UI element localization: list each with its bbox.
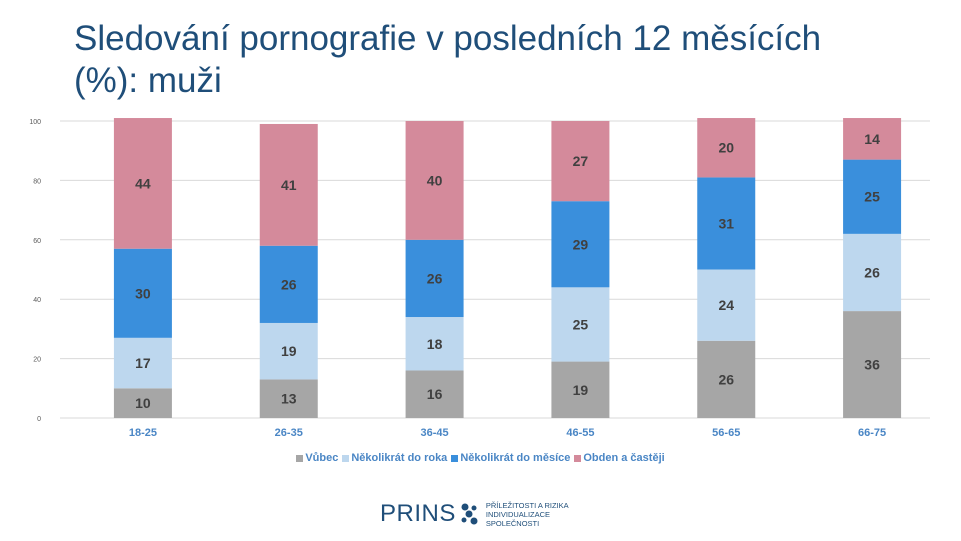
bar-segment bbox=[551, 201, 610, 288]
y-tick-label: 0 bbox=[37, 416, 41, 423]
bar-segment bbox=[259, 322, 318, 380]
bar-segment bbox=[843, 159, 902, 234]
chart-title: Sledování pornografie v posledních 12 mě… bbox=[74, 19, 822, 100]
bar-segment bbox=[551, 121, 610, 202]
data-label: 18 bbox=[427, 336, 443, 352]
x-tick-label: 26-35 bbox=[275, 427, 303, 439]
data-label: 25 bbox=[864, 189, 880, 205]
bar-segment bbox=[113, 118, 172, 249]
legend-swatch bbox=[342, 454, 350, 462]
legend-swatch bbox=[451, 454, 459, 462]
data-label: 27 bbox=[573, 153, 589, 169]
chart-legend: Vůbec Několikrát do roka Několikrát do měs… bbox=[0, 452, 961, 465]
data-label: 10 bbox=[135, 395, 151, 411]
bar-segment bbox=[697, 177, 756, 270]
bar-segment bbox=[405, 121, 464, 240]
data-label: 26 bbox=[864, 264, 880, 280]
data-label: 26 bbox=[281, 276, 297, 292]
bar-segment bbox=[113, 388, 172, 418]
data-label: 30 bbox=[135, 285, 151, 301]
legend-label: Obden a častěji bbox=[583, 452, 665, 464]
bar-segment bbox=[697, 269, 756, 341]
data-label: 44 bbox=[135, 175, 151, 191]
data-label: 40 bbox=[427, 172, 443, 188]
bar-segment bbox=[405, 370, 464, 418]
data-label: 36 bbox=[864, 357, 880, 373]
data-label: 14 bbox=[864, 131, 880, 147]
x-tick-label: 36-45 bbox=[421, 427, 449, 439]
y-tick-label: 80 bbox=[33, 178, 41, 185]
data-label: 17 bbox=[135, 355, 151, 371]
prins-logo-text: PRINS bbox=[380, 500, 456, 527]
x-tick-label: 56-65 bbox=[712, 427, 740, 439]
data-label: 31 bbox=[718, 215, 734, 231]
x-tick-label: 46-55 bbox=[566, 427, 594, 439]
bar-segment bbox=[259, 123, 318, 246]
data-label: 29 bbox=[573, 236, 589, 252]
data-label: 19 bbox=[281, 343, 297, 359]
legend-item: Obden a častěji bbox=[574, 452, 665, 464]
bar-segment bbox=[843, 311, 902, 418]
x-tick-label: 66-75 bbox=[858, 427, 886, 439]
legend-item: Několikrát do měsíce bbox=[451, 452, 570, 464]
prins-dots-icon bbox=[461, 503, 478, 525]
y-tick-label: 100 bbox=[29, 119, 41, 126]
bar-segment bbox=[697, 118, 756, 178]
legend-label: Několikrát do měsíce bbox=[460, 452, 571, 464]
stacked-bar-chart: 0 20 40 60 80 100 10 17 30 44 18-25 13 19 26 41 26-35 16… bbox=[29, 118, 930, 439]
y-tick-label: 20 bbox=[33, 357, 41, 364]
legend-swatch bbox=[296, 454, 304, 462]
bar-segment bbox=[843, 118, 902, 160]
y-tick-label: 40 bbox=[33, 297, 41, 304]
bar-segment bbox=[113, 337, 172, 389]
data-label: 26 bbox=[427, 270, 443, 286]
bar-segment bbox=[113, 248, 172, 338]
legend-item: Vůbec bbox=[296, 452, 338, 464]
bar-segment bbox=[259, 245, 318, 323]
legend-item: Několikrát do roka bbox=[342, 452, 447, 464]
bar-segment bbox=[843, 233, 902, 312]
y-tick-label: 60 bbox=[33, 238, 41, 245]
data-label: 41 bbox=[281, 177, 297, 193]
data-label: 19 bbox=[573, 382, 589, 398]
data-label: 13 bbox=[281, 391, 297, 407]
prins-tagline: PŘÍLEŽITOSTI A RIZIKA INDIVIDUALIZACE SP… bbox=[485, 500, 569, 528]
legend-swatch bbox=[574, 454, 582, 462]
legend-label: Vůbec bbox=[305, 452, 339, 464]
legend-label: Několikrát do roka bbox=[351, 452, 448, 464]
data-label: 25 bbox=[573, 316, 589, 332]
data-label: 16 bbox=[427, 386, 443, 402]
bar-segment bbox=[551, 361, 610, 418]
bar-segment bbox=[551, 287, 610, 362]
bar-segment bbox=[405, 239, 464, 318]
data-label: 26 bbox=[718, 371, 734, 387]
bar-segment bbox=[697, 340, 756, 418]
prins-logo: PRINS PŘÍLEŽITOSTI A RIZIKA INDIVIDUALIZ… bbox=[380, 500, 596, 528]
x-tick-label: 18-25 bbox=[129, 427, 157, 439]
data-label: 24 bbox=[718, 297, 734, 313]
bar-segment bbox=[405, 317, 464, 371]
bar-segment bbox=[259, 379, 318, 418]
data-label: 20 bbox=[718, 140, 734, 156]
